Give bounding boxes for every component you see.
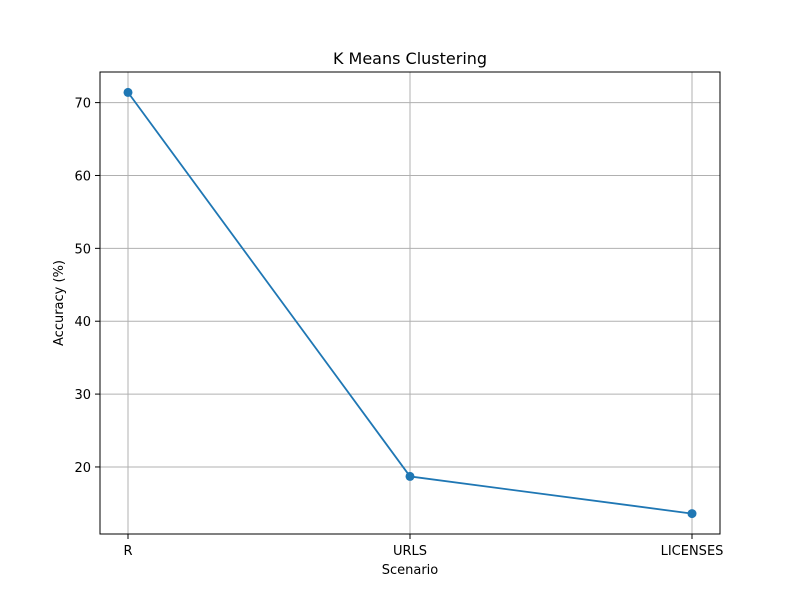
y-tick-label: 20 [74, 461, 91, 476]
y-tick-label: 40 [74, 315, 91, 330]
y-tick-label: 60 [74, 169, 91, 184]
x-tick-label: LICENSES [661, 544, 724, 559]
data-series [123, 87, 697, 519]
y-tick-label: 30 [74, 388, 91, 403]
data-point [123, 87, 133, 97]
x-tick-label: R [123, 544, 132, 559]
data-point [405, 471, 415, 481]
axis-ticks: R URLS LICENSES 20 30 40 50 60 70 [74, 97, 723, 559]
y-tick-label: 70 [74, 97, 91, 112]
x-axis-label: Scenario [382, 563, 439, 578]
x-tick-label: URLS [393, 544, 427, 559]
chart-title: K Means Clustering [333, 49, 487, 68]
y-axis-label: Accuracy (%) [52, 260, 67, 346]
data-point [687, 509, 697, 519]
grid-lines [100, 72, 720, 534]
y-tick-label: 50 [74, 242, 91, 257]
